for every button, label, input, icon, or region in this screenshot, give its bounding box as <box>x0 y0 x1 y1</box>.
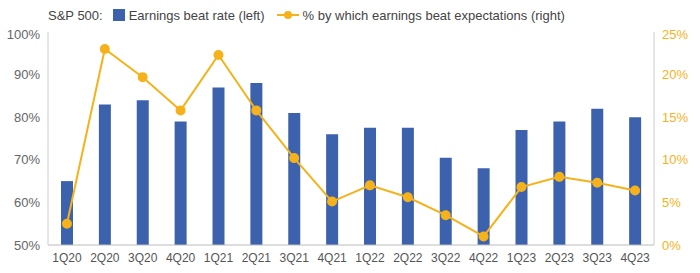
svg-text:2Q21: 2Q21 <box>242 251 272 265</box>
svg-text:5%: 5% <box>662 195 681 210</box>
svg-text:1Q21: 1Q21 <box>204 251 234 265</box>
svg-text:4Q20: 4Q20 <box>166 251 196 265</box>
svg-text:1Q23: 1Q23 <box>507 251 537 265</box>
svg-text:1Q22: 1Q22 <box>355 251 385 265</box>
svg-text:10%: 10% <box>662 152 688 167</box>
svg-text:3Q22: 3Q22 <box>431 251 461 265</box>
svg-text:4Q23: 4Q23 <box>620 251 650 265</box>
svg-text:80%: 80% <box>14 110 40 125</box>
svg-text:3Q23: 3Q23 <box>583 251 613 265</box>
svg-text:90%: 90% <box>14 67 40 82</box>
svg-text:2Q20: 2Q20 <box>90 251 120 265</box>
svg-text:70%: 70% <box>14 152 40 167</box>
svg-text:0%: 0% <box>662 238 681 253</box>
svg-text:4Q22: 4Q22 <box>469 251 499 265</box>
svg-text:15%: 15% <box>662 110 688 125</box>
svg-text:4Q21: 4Q21 <box>317 251 347 265</box>
svg-text:1Q20: 1Q20 <box>52 251 82 265</box>
svg-text:2Q23: 2Q23 <box>545 251 575 265</box>
svg-text:100%: 100% <box>8 27 40 42</box>
html-text:S&P 500:: S&P 500: <box>48 7 103 23</box>
svg-text:60%: 60% <box>14 195 40 210</box>
svg-text:2Q22: 2Q22 <box>393 251 423 265</box>
svg-text:3Q20: 3Q20 <box>128 251 158 265</box>
svg-text:20%: 20% <box>662 67 688 82</box>
svg-text:3Q21: 3Q21 <box>280 251 310 265</box>
svg-text:25%: 25% <box>662 27 688 42</box>
html-text:% by which earnings beat expec: % by which earnings beat expectations (r… <box>302 7 565 23</box>
svg-text:50%: 50% <box>14 238 40 253</box>
html-text:Earnings beat rate (left): Earnings beat rate (left) <box>128 7 265 23</box>
